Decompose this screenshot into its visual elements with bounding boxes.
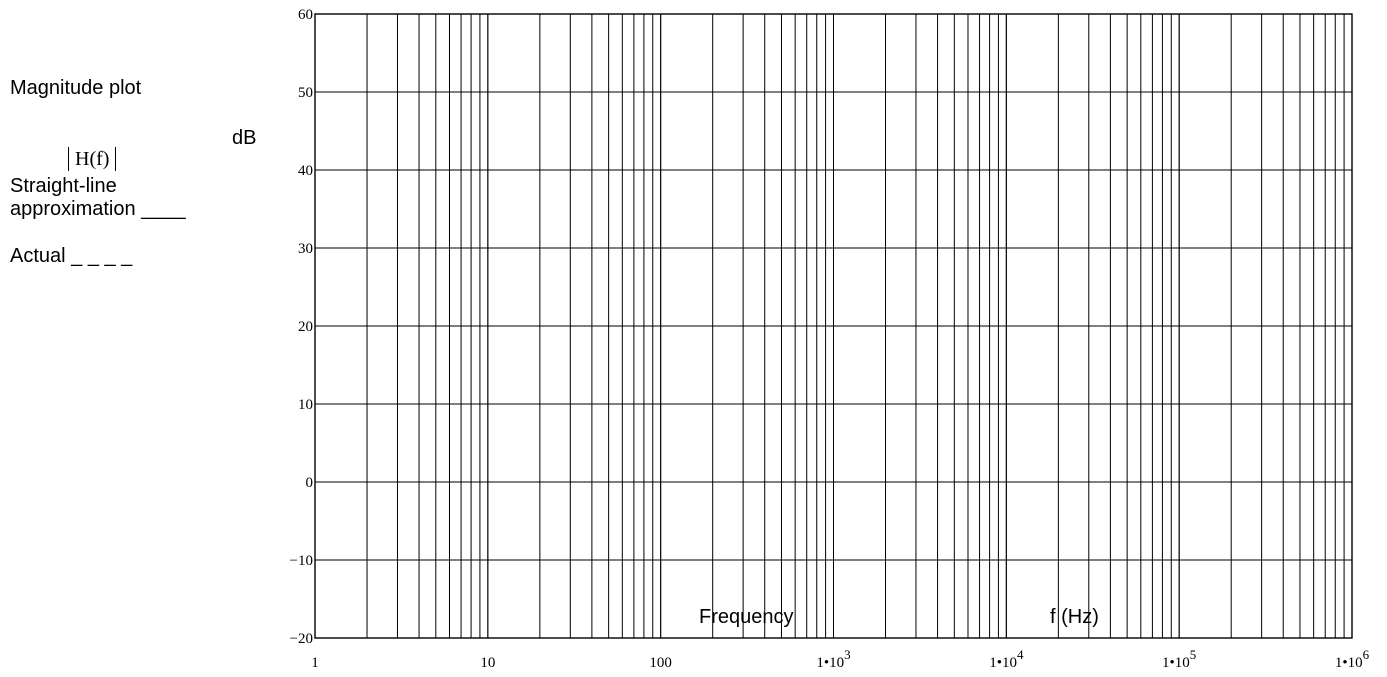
x-tick-label: 1•106 — [1335, 647, 1370, 671]
plot-frame — [314, 13, 1353, 639]
y-tick-label: −20 — [290, 631, 313, 647]
abs-bar-right — [115, 147, 117, 171]
legend-straight-line-2: approximation ____ — [10, 198, 186, 220]
x-tick-label: 100 — [649, 655, 672, 671]
x-tick-label: 1•105 — [1162, 647, 1196, 671]
grid-lines — [314, 13, 1353, 639]
magnitude-symbol: H(f) — [58, 124, 117, 171]
x-tick-label: 10 — [480, 655, 495, 671]
y-tick-label: 60 — [298, 7, 313, 23]
x-tick-label: 1•104 — [989, 647, 1024, 671]
y-tick-label: 30 — [298, 241, 313, 257]
unit-label: dB — [232, 127, 257, 149]
y-tick-label: 50 — [298, 85, 313, 101]
x-tick-label: 1 — [311, 655, 319, 671]
frequency-label: Frequency — [699, 606, 794, 628]
legend-title: Magnitude plot — [10, 77, 142, 99]
y-tick-label: 40 — [298, 163, 313, 179]
y-tick-label: 20 — [298, 319, 313, 335]
unit-axis-label: f (Hz) — [1050, 606, 1099, 628]
legend-actual: Actual _ _ _ _ — [10, 245, 133, 267]
y-tick-label: −10 — [290, 553, 313, 569]
y-tick-label: 0 — [306, 475, 314, 491]
x-tick-label: 1•103 — [816, 647, 850, 671]
legend-straight-line-1: Straight-line — [10, 175, 117, 197]
y-tick-label: 10 — [298, 397, 313, 413]
inner-labels: Frequency f (Hz) — [699, 606, 1099, 628]
quantity-label: H(f) — [75, 148, 110, 170]
abs-bar-left — [68, 147, 69, 171]
